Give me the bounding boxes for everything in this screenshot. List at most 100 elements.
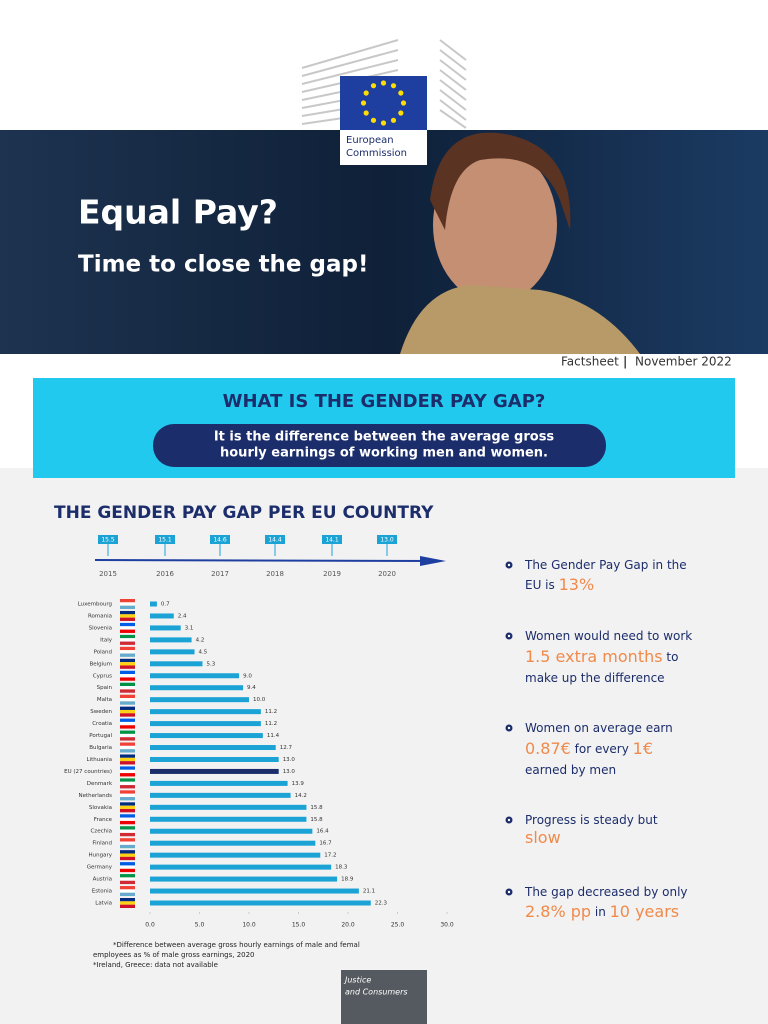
fact-line: Women on average earn xyxy=(525,721,673,735)
flag-stripe xyxy=(120,662,135,666)
flag-stripe xyxy=(120,709,135,714)
flag-stripe xyxy=(120,706,135,710)
flag-stripe xyxy=(120,826,135,830)
flag-stripe xyxy=(120,646,135,651)
flag-stripe xyxy=(120,754,135,758)
flag-stripe xyxy=(120,629,135,633)
bar xyxy=(150,828,313,834)
timeline-year: 2020 xyxy=(378,570,396,578)
category-label: Sweden xyxy=(90,709,112,715)
flag-stripe xyxy=(120,742,135,746)
value-label: 4.5 xyxy=(199,649,208,655)
bar xyxy=(150,852,321,858)
bar xyxy=(150,840,316,846)
value-label: 21.1 xyxy=(363,889,375,895)
eu-stars xyxy=(360,80,407,126)
timeline-value: 15.5 xyxy=(101,537,115,544)
bar xyxy=(150,876,338,882)
star xyxy=(363,90,369,96)
bar xyxy=(150,673,240,679)
flag-stripe xyxy=(120,781,135,786)
flag-stripe xyxy=(120,877,135,881)
category-label: Lithuania xyxy=(87,757,112,763)
question-title: WHAT IS THE GENDER PAY GAP? xyxy=(223,391,546,412)
category-label: Estonia xyxy=(92,889,112,895)
fact-line: Progress is steady but xyxy=(525,813,658,827)
star xyxy=(400,100,407,106)
flag-stripe xyxy=(120,677,135,681)
star xyxy=(370,83,377,89)
flag-stripe xyxy=(120,790,135,794)
fact-text: Women on average earn xyxy=(525,721,673,735)
timeline-arrowhead xyxy=(420,556,446,566)
flag-stripe xyxy=(120,653,135,657)
bar xyxy=(150,888,359,894)
category-label: Luxembourg xyxy=(78,602,112,608)
flag-stripe xyxy=(120,749,135,753)
category-label: Belgium xyxy=(89,661,112,667)
x-tick-label: 0.0 xyxy=(145,922,155,929)
timeline-arrow xyxy=(94,559,441,562)
footer-box xyxy=(341,970,427,1024)
flag-stripe xyxy=(120,838,135,842)
category-label: Austria xyxy=(93,877,112,883)
flag-stripe xyxy=(120,757,135,762)
fact-text: slow xyxy=(525,828,561,847)
fact-text: earned by men xyxy=(525,763,616,777)
value-label: 4.2 xyxy=(196,637,205,643)
answer-text: It is the difference between the average… xyxy=(214,430,555,445)
flag-stripe xyxy=(120,844,135,849)
timeline-year: 2019 xyxy=(323,570,341,578)
flag-stripe xyxy=(120,650,135,654)
category-label: Slovakia xyxy=(89,805,112,811)
footnote: *Difference between average gross hourly… xyxy=(113,941,360,949)
value-label: 14.2 xyxy=(295,793,307,799)
value-label: 16.7 xyxy=(319,841,332,847)
hero-photo xyxy=(0,130,768,354)
answer-pill xyxy=(153,424,606,467)
photo-person xyxy=(433,147,557,303)
flag-stripe xyxy=(120,617,135,621)
fact-line: The gap decreased by only xyxy=(524,885,688,899)
value-label: 0.7 xyxy=(161,602,170,608)
category-label: Cyprus xyxy=(93,673,112,679)
flag-stripe xyxy=(120,718,135,722)
category-label: Poland xyxy=(94,649,112,655)
flag-stripe xyxy=(120,868,135,873)
flag-stripe xyxy=(120,793,135,798)
flag-stripe xyxy=(120,737,135,741)
value-label: 13.9 xyxy=(292,781,305,787)
subtitle: Time to close the gap! xyxy=(78,252,368,278)
value-label: 12.7 xyxy=(280,745,293,751)
flag-stripe xyxy=(120,785,135,789)
bullet-dot xyxy=(507,563,511,567)
bar xyxy=(150,792,291,798)
value-label: 9.4 xyxy=(247,685,256,691)
timeline-value: 14.6 xyxy=(213,537,227,544)
timeline-value: 15.1 xyxy=(158,537,172,544)
bar xyxy=(150,709,261,715)
date: November 2022 xyxy=(635,355,732,369)
flag-stripe xyxy=(120,778,135,782)
fact-text: for every xyxy=(571,742,633,756)
flag-stripe xyxy=(120,602,135,606)
flag-stripe xyxy=(120,802,135,806)
category-label: Slovenia xyxy=(89,625,112,631)
flag-stripe xyxy=(120,721,135,726)
bar xyxy=(150,733,263,739)
fact-line: 2.8% pp in 10 years xyxy=(525,902,679,921)
bullet-dot xyxy=(507,726,511,730)
flag-stripe xyxy=(120,769,135,774)
doc-type: Factsheet xyxy=(561,355,619,369)
category-label: Germany xyxy=(87,865,113,871)
category-label: Denmark xyxy=(87,781,113,787)
fact-text: make up the difference xyxy=(525,671,665,685)
flag-stripe xyxy=(120,904,135,908)
flag-stripe xyxy=(120,889,135,893)
timeline-box xyxy=(155,535,175,544)
fact-text: to xyxy=(663,650,679,664)
value-label: 18.3 xyxy=(335,865,348,871)
flag-stripe xyxy=(120,665,135,669)
x-tick-label: 20.0 xyxy=(341,922,355,929)
photo-hair xyxy=(430,132,571,230)
